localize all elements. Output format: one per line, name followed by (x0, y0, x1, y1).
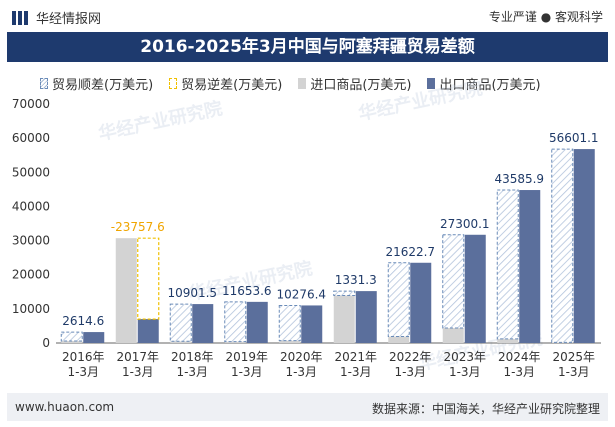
x-tick-label: 2023年 (443, 350, 486, 364)
import-bar (551, 342, 573, 343)
x-tick-label: 2018年 (171, 350, 214, 364)
y-tick-label: 70000 (12, 97, 50, 111)
watermark-text: 华经产业研究院 (356, 77, 484, 125)
x-tick-label: 1-3月 (503, 365, 535, 379)
legend-item-export: 出口商品(万美元) (427, 74, 541, 93)
data-label: -23757.6 (111, 220, 165, 234)
legend-label-deficit: 贸易逆差(万美元) (181, 78, 283, 93)
data-label: 11653.6 (222, 284, 272, 298)
import-bar (333, 295, 355, 343)
x-tick-label: 1-3月 (67, 365, 99, 379)
legend-item-deficit: 贸易逆差(万美元) (169, 74, 282, 93)
surplus-bar (496, 189, 519, 340)
y-tick-label: 30000 (12, 234, 50, 248)
legend-swatch-import (298, 78, 307, 89)
x-tick-label: 1-3月 (231, 365, 263, 379)
x-tick-label: 1-3月 (449, 365, 481, 379)
surplus-bar (60, 331, 83, 342)
import-bar (442, 327, 464, 343)
data-label: 43585.9 (494, 172, 544, 186)
y-tick-label: 0 (42, 336, 50, 350)
footer-url: www.huaon.com (15, 400, 115, 414)
y-tick-label: 50000 (12, 165, 50, 179)
x-tick-label: 1-3月 (558, 365, 590, 379)
chart-legend: 贸易顺差(万美元) 贸易逆差(万美元) 进口商品(万美元) 出口商品(万美元) (40, 74, 600, 93)
data-label: 56601.1 (549, 131, 599, 145)
data-label: 10276.4 (276, 287, 326, 301)
x-tick-label: 1-3月 (176, 365, 208, 379)
x-tick-label: 2017年 (116, 350, 159, 364)
x-tick-label: 2024年 (498, 350, 541, 364)
export-bar (410, 262, 432, 343)
import-bar (224, 341, 246, 343)
chart-title: 2016-2025年3月中国与阿塞拜疆贸易差额 (7, 32, 608, 62)
legend-item-surplus: 贸易顺差(万美元) (40, 74, 153, 93)
surplus-bar (278, 304, 301, 342)
export-bar (192, 304, 214, 343)
legend-label-surplus: 贸易顺差(万美元) (52, 78, 154, 93)
legend-swatch-surplus (40, 78, 48, 89)
export-bar (301, 305, 323, 343)
export-bar (519, 190, 541, 343)
data-label: 10901.5 (167, 286, 217, 300)
surplus-bar (551, 148, 574, 343)
data-label: 1331.3 (335, 273, 377, 287)
brand: 华经情报网 (12, 8, 101, 27)
import-bar (279, 340, 301, 343)
brand-logo-icon (12, 10, 30, 25)
data-label: 2614.6 (62, 314, 104, 328)
y-tick-label: 60000 (12, 131, 50, 145)
legend-label-import: 进口商品(万美元) (310, 78, 412, 93)
legend-item-import: 进口商品(万美元) (298, 74, 411, 93)
data-label: 21622.7 (385, 245, 435, 259)
x-tick-label: 2016年 (62, 350, 105, 364)
y-tick-label: 20000 (12, 268, 50, 282)
x-tick-label: 1-3月 (340, 365, 372, 379)
footer: www.huaon.com 数据来源：中国海关，华经产业研究院整理 (7, 393, 608, 421)
surplus-bar (442, 234, 465, 329)
brand-name: 华经情报网 (36, 12, 102, 27)
x-tick-label: 1-3月 (394, 365, 426, 379)
x-tick-label: 2019年 (225, 350, 268, 364)
x-tick-label: 2022年 (389, 350, 432, 364)
y-tick-label: 10000 (12, 302, 50, 316)
x-tick-label: 2020年 (280, 350, 323, 364)
import-bar (388, 336, 410, 343)
footer-source: 数据来源：中国海关，华经产业研究院整理 (371, 402, 600, 416)
y-tick-label: 40000 (12, 199, 50, 213)
import-bar (61, 340, 83, 343)
watermark-text: 华经产业研究院 (96, 97, 224, 145)
surplus-bar (169, 303, 192, 342)
export-bar (355, 291, 377, 343)
x-tick-label: 2025年 (552, 350, 595, 364)
data-label: 27300.1 (440, 217, 490, 231)
export-bar (137, 319, 159, 343)
surplus-bar (387, 262, 410, 338)
x-tick-label: 1-3月 (122, 365, 154, 379)
x-tick-label: 1-3月 (285, 365, 317, 379)
x-tick-label: 2021年 (334, 350, 377, 364)
tagline: 专业严谨 ● 客观科学 (488, 10, 603, 24)
export-bar (83, 332, 105, 343)
export-bar (573, 149, 595, 343)
legend-label-export: 出口商品(万美元) (439, 78, 541, 93)
surplus-bar (224, 301, 247, 343)
deficit-bar (137, 237, 160, 320)
export-bar (464, 234, 486, 343)
import-bar (115, 238, 137, 343)
export-bar (246, 301, 268, 343)
surplus-bar (333, 290, 356, 297)
import-bar (497, 338, 519, 343)
legend-swatch-deficit (169, 78, 178, 89)
legend-swatch-export (427, 78, 436, 89)
import-bar (170, 341, 192, 343)
